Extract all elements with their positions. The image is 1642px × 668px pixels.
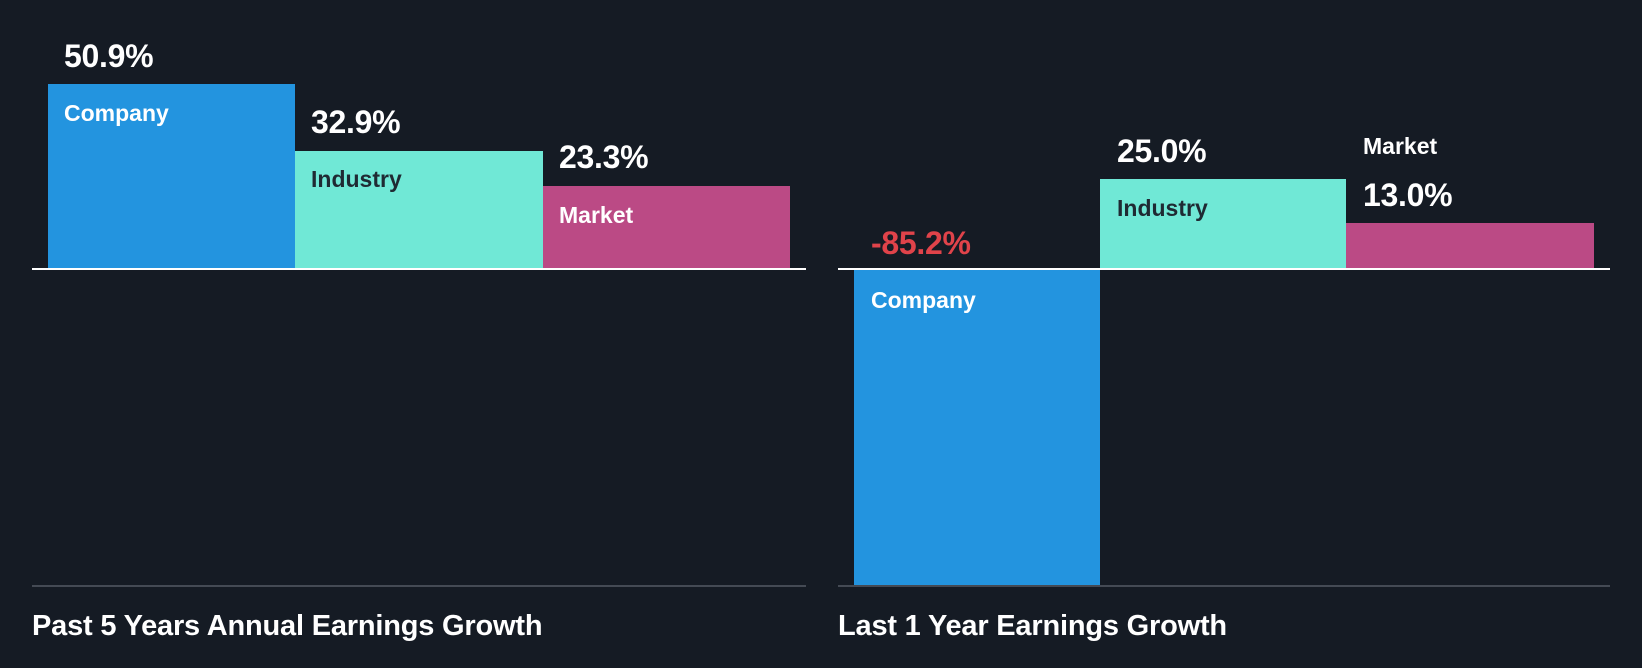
market-value: 13.0%	[1363, 177, 1453, 213]
bottom-rule	[838, 585, 1610, 587]
industry-label: Industry	[1117, 195, 1208, 221]
zero-baseline	[32, 268, 806, 270]
industry-value: 32.9%	[311, 104, 401, 140]
chart-title: Last 1 Year Earnings Growth	[838, 610, 1227, 642]
last-1-year-chart: -85.2% Company 25.0% Industry 13.0% Mark…	[820, 0, 1642, 668]
industry-bar	[1100, 179, 1346, 269]
bottom-rule	[32, 585, 806, 587]
industry-value: 25.0%	[1117, 133, 1207, 169]
zero-baseline	[838, 268, 1610, 270]
company-label: Company	[64, 100, 169, 126]
industry-label: Industry	[311, 166, 402, 192]
market-label: Market	[559, 202, 634, 228]
company-label: Company	[871, 287, 976, 313]
market-bar	[1346, 223, 1594, 269]
company-value: 50.9%	[64, 38, 154, 74]
past-5-years-chart: 50.9% Company 32.9% Industry 23.3% Marke…	[0, 0, 820, 668]
chart-title: Past 5 Years Annual Earnings Growth	[32, 610, 543, 642]
market-value: 23.3%	[559, 139, 649, 175]
market-label: Market	[1363, 133, 1438, 159]
market-bar	[543, 186, 790, 269]
company-value: -85.2%	[871, 225, 971, 261]
company-bar	[854, 269, 1100, 585]
industry-bar	[295, 151, 543, 269]
company-bar	[48, 84, 295, 269]
